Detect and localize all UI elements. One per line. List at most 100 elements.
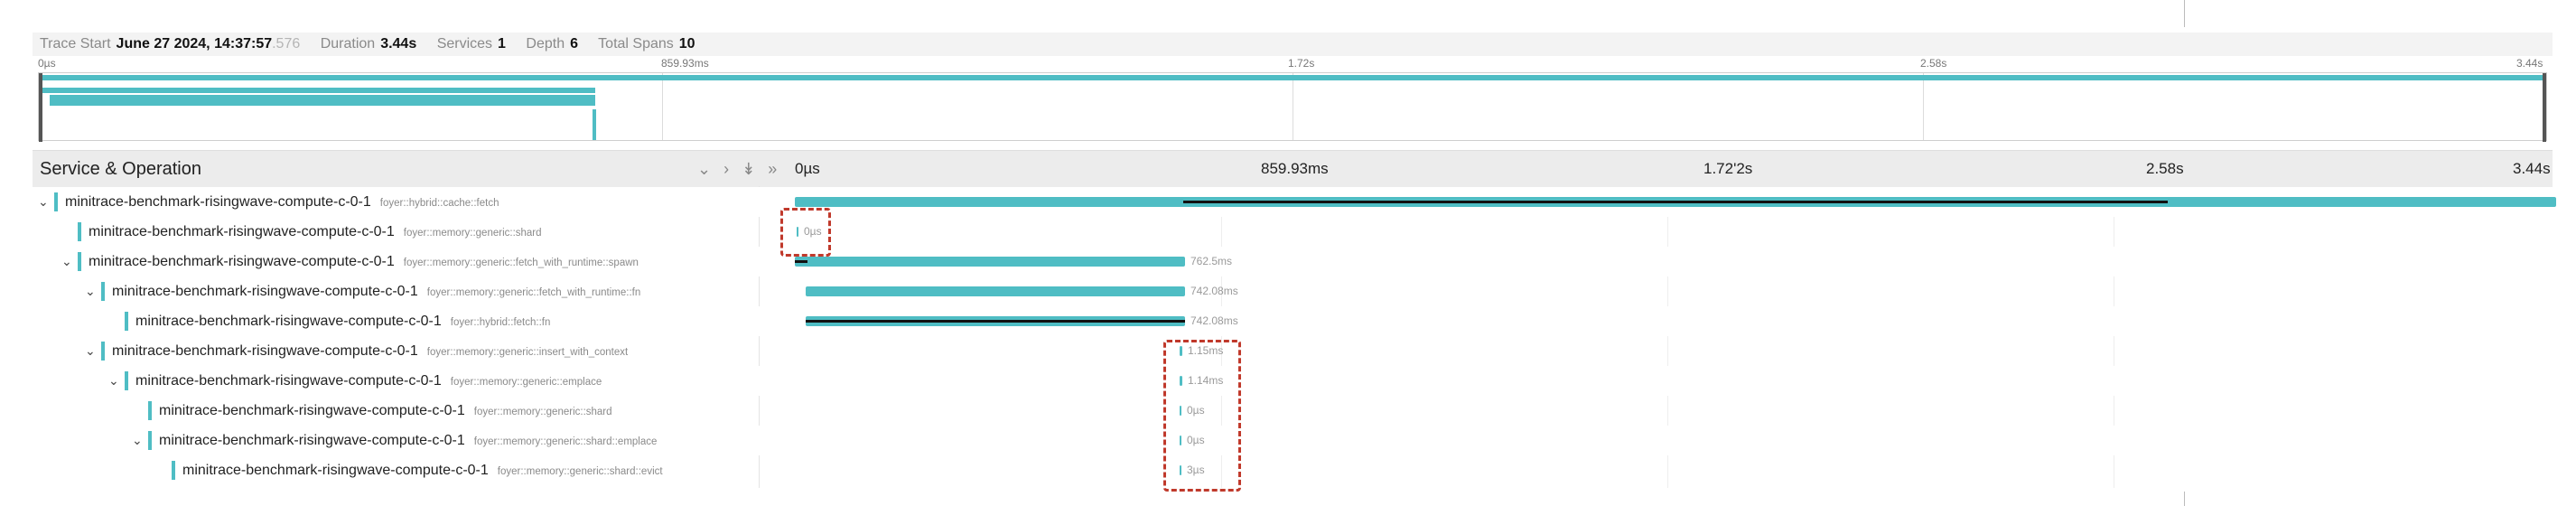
span-bar[interactable] [1180,436,1181,445]
span-row[interactable]: ⌄ minitrace-benchmark-risingwave-compute-… [33,336,2553,366]
self-time-overlay [1183,201,2168,203]
span-duration-label: 0µs [1187,434,1205,446]
span-name-cell[interactable]: minitrace-benchmark-risingwave-compute-c… [33,455,759,485]
column-divider[interactable] [759,186,760,488]
span-duration-label: 742.08ms [1190,314,1238,327]
service-color-marker [78,252,81,271]
span-row[interactable]: minitrace-benchmark-risingwave-compute-c… [33,396,2553,426]
span-duration-label: 0µs [804,225,822,238]
span-timeline-cell[interactable]: 0µs [759,426,2520,455]
operation-name: foyer::memory::generic::shard::evict [497,466,663,477]
service-color-marker [148,431,152,450]
service-color-marker [101,282,105,301]
span-row[interactable]: ⌄ minitrace-benchmark-risingwave-compute-… [33,187,2556,217]
span-name-cell[interactable]: ⌄ minitrace-benchmark-risingwave-compute-… [33,247,759,276]
minimap-tick: 2.58s [1920,57,1947,70]
expand-all-icon[interactable]: » [768,160,779,178]
trace-minimap[interactable] [38,72,2547,142]
service-name: minitrace-benchmark-risingwave-compute-c… [65,187,499,217]
service-name: minitrace-benchmark-risingwave-compute-c… [89,217,542,247]
span-name-cell[interactable]: ⌄ minitrace-benchmark-risingwave-compute-… [33,187,759,217]
span-duration-label: 3µs [1187,464,1205,476]
span-name-cell[interactable]: minitrace-benchmark-risingwave-compute-c… [33,306,759,336]
span-row[interactable]: ⌄ minitrace-benchmark-risingwave-compute-… [33,426,2553,455]
collapse-all-icon[interactable]: ↡ [742,160,758,178]
span-name-cell[interactable]: minitrace-benchmark-risingwave-compute-c… [33,396,759,426]
minimap-right-handle[interactable] [2543,73,2546,142]
span-name-cell[interactable]: ⌄ minitrace-benchmark-risingwave-compute-… [33,366,759,396]
span-timeline-cell[interactable]: 3µs [759,455,2520,485]
span-duration-label: 742.08ms [1190,285,1238,297]
span-name-cell[interactable]: ⌄ minitrace-benchmark-risingwave-compute-… [33,276,759,306]
collapse-one-icon[interactable]: ⌄ [697,160,714,178]
service-color-marker [125,312,128,331]
span-row[interactable]: minitrace-benchmark-risingwave-compute-c… [33,217,2553,247]
span-duration-label: 0µs [1187,404,1205,417]
span-bar[interactable] [1180,346,1182,356]
duration-value: 3.44s [380,36,417,52]
minimap-grid-line [1923,73,1924,140]
minimap-span-bar [50,95,595,106]
service-name-text: minitrace-benchmark-risingwave-compute-c… [89,224,395,239]
expand-toggle-icon[interactable]: ⌄ [38,194,49,209]
timeline-tick: 1.72'2s [1703,160,1753,177]
service-name-text: minitrace-benchmark-risingwave-compute-c… [65,194,371,210]
span-row[interactable]: ⌄ minitrace-benchmark-risingwave-compute-… [33,247,2553,276]
span-bar[interactable] [806,286,1185,296]
service-color-marker [101,342,105,361]
span-timeline-cell[interactable]: 0µs [759,217,2520,247]
minimap-tick: 0µs [38,57,56,70]
service-operation-column-title: Service & Operation [40,159,201,179]
operation-name: foyer::memory::generic::shard [403,228,542,239]
expand-one-icon[interactable]: › [723,160,732,178]
span-row[interactable]: minitrace-benchmark-risingwave-compute-c… [33,306,2553,336]
span-row[interactable]: minitrace-benchmark-risingwave-compute-c… [33,455,2553,485]
expand-toggle-icon[interactable]: ⌄ [132,433,143,447]
span-name-cell[interactable]: minitrace-benchmark-risingwave-compute-c… [33,217,759,247]
timeline-grid-line [1221,187,1222,488]
expand-toggle-icon[interactable]: ⌄ [61,254,72,268]
highlight-box-short-span [780,208,831,257]
service-color-marker [148,401,152,420]
service-name-text: minitrace-benchmark-risingwave-compute-c… [159,433,465,448]
expand-toggle-icon[interactable]: ⌄ [108,373,119,388]
self-time-overlay [806,320,1185,323]
timeline-tick: 0µs [795,160,820,177]
collapse-controls: ⌄ › ↡ » [697,151,789,187]
span-timeline-cell[interactable]: 742.08ms [759,276,2520,306]
span-timeline-cell[interactable]: 1.14ms [759,366,2520,396]
span-timeline-cell[interactable] [759,187,2556,217]
minimap-span-bar [39,75,2546,80]
span-timeline-cell[interactable]: 0µs [759,396,2520,426]
span-timeline-cell[interactable]: 742.08ms [759,306,2520,336]
edge-marker [2184,492,2185,506]
service-name: minitrace-benchmark-risingwave-compute-c… [182,455,663,485]
service-name: minitrace-benchmark-risingwave-compute-c… [159,426,657,455]
span-bar[interactable] [1180,376,1182,386]
span-timeline-cell[interactable]: 762.5ms [759,247,2520,276]
span-bar[interactable] [1180,406,1181,416]
service-name: minitrace-benchmark-risingwave-compute-c… [135,366,602,396]
total-spans-label: Total Spans [598,36,674,52]
span-name-cell[interactable]: ⌄ minitrace-benchmark-risingwave-compute-… [33,426,759,455]
depth-label: Depth [526,36,565,52]
timeline-tick: 2.58s [2146,160,2184,177]
expand-toggle-icon[interactable]: ⌄ [85,343,96,358]
expand-toggle-icon[interactable]: ⌄ [85,284,96,298]
span-bar[interactable] [1180,465,1181,475]
operation-name: foyer::memory::generic::fetch_with_runti… [403,258,639,268]
span-table-header: Service & Operation ⌄ › ↡ » 0µs 859.93ms 1.… [33,150,2553,188]
operation-name: foyer::memory::generic::fetch_with_runti… [426,287,641,298]
minimap-ticks: 0µs 859.93ms 1.72s 2.58s 3.44s [33,56,2553,72]
trace-start-value: June 27 2024, 14:37:57 [116,36,273,52]
span-row[interactable]: ⌄ minitrace-benchmark-risingwave-compute-… [33,366,2553,396]
operation-name: foyer::memory::generic::shard::emplace [473,436,658,447]
minimap-left-handle[interactable] [39,73,42,142]
total-spans-value: 10 [678,36,695,52]
span-bar[interactable] [795,257,1185,267]
service-color-marker [125,371,128,390]
span-bar[interactable] [797,227,798,237]
span-name-cell[interactable]: ⌄ minitrace-benchmark-risingwave-compute-… [33,336,759,366]
span-row[interactable]: ⌄ minitrace-benchmark-risingwave-compute-… [33,276,2553,306]
span-timeline-cell[interactable]: 1.15ms [759,336,2520,366]
